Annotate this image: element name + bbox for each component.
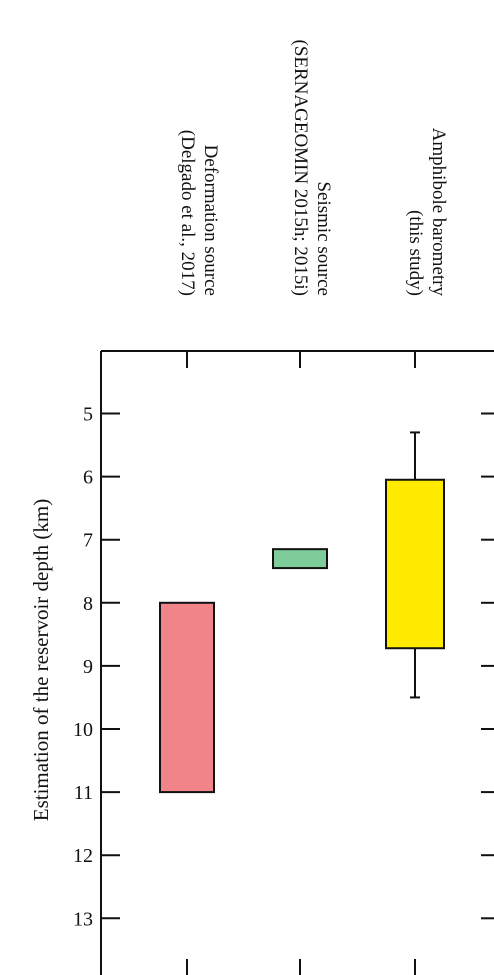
plot-area: 5 6 7 8 9 10 11 12 13 Deformation source(Delgado … [73, 40, 494, 975]
y-tick-label-7: 7 [83, 530, 93, 552]
range-bar-1 [272, 548, 328, 570]
y-tick-label-6: 6 [83, 467, 93, 489]
category-label-line1-1: Seismic source [313, 181, 334, 296]
category-label-line2-0: (Delgado et al., 2017) [177, 130, 198, 296]
category-label-0: Deformation source(Delgado et al., 2017) [177, 130, 221, 296]
category-label-line2-2: (this study) [405, 210, 426, 296]
category-label-line1-2: Amphibole barometry [428, 128, 449, 297]
category-label-1: Seismic source(SERNAGEOMIN 2015h; 2015i) [290, 40, 334, 297]
category-label-line2-1: (SERNAGEOMIN 2015h; 2015i) [290, 40, 311, 297]
y-tick-label-8: 8 [83, 593, 93, 615]
category-label-2: Amphibole barometry(this study) [405, 128, 449, 297]
y-tick-label-9: 9 [83, 656, 93, 678]
y-tick-label-12: 12 [73, 845, 93, 867]
category-label-line1-0: Deformation source [200, 145, 221, 296]
y-tick-label-13: 13 [73, 908, 93, 930]
y-tick-label-11: 11 [74, 782, 93, 804]
y-tick-label-10: 10 [73, 719, 93, 741]
range-bar-0 [159, 601, 215, 794]
y-tick-label-5: 5 [83, 404, 93, 426]
range-bar-2 [385, 478, 445, 650]
y-axis-label: Estimation of the reservoir depth (km) [29, 499, 53, 822]
